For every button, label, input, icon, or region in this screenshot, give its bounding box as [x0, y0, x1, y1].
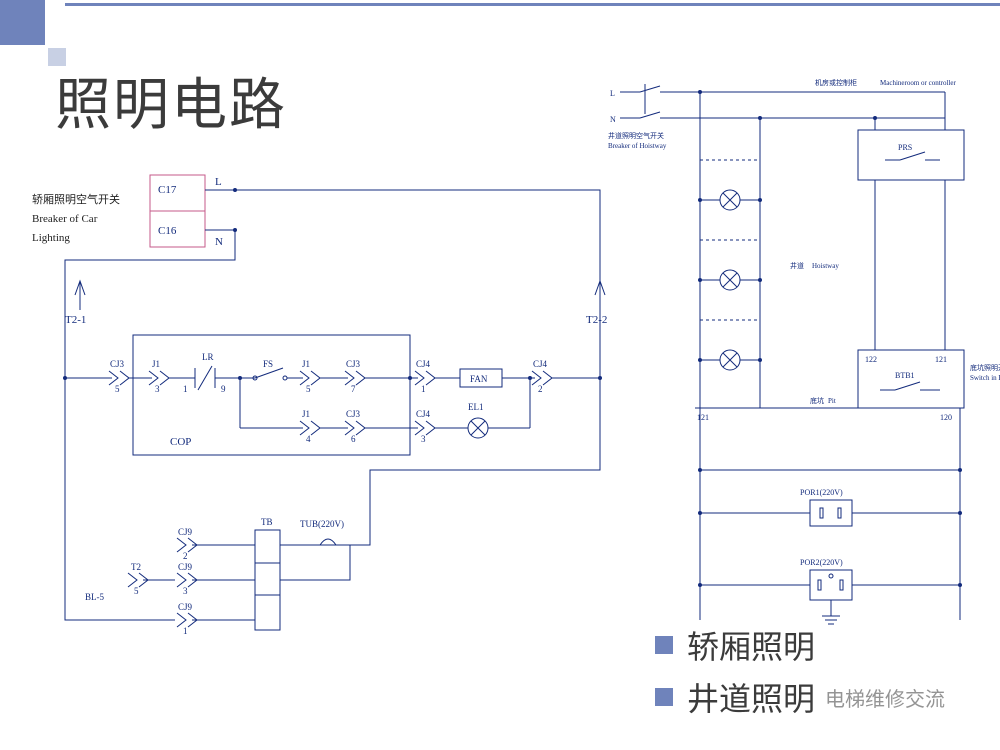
bullet-list: 轿厢照明 井道照明: [655, 616, 815, 720]
svg-text:CJ4: CJ4: [416, 359, 431, 369]
svg-text:122: 122: [865, 355, 877, 364]
svg-text:2: 2: [183, 551, 188, 561]
svg-text:1: 1: [183, 384, 188, 394]
svg-text:5: 5: [306, 384, 311, 394]
svg-text:CJ4: CJ4: [416, 409, 431, 419]
bullet-item: 轿厢照明: [687, 622, 815, 668]
svg-text:CJ3: CJ3: [110, 359, 125, 369]
svg-text:T2: T2: [131, 562, 141, 572]
svg-text:PRS: PRS: [898, 143, 912, 152]
svg-text:T2-2: T2-2: [586, 314, 607, 326]
svg-text:N: N: [610, 115, 616, 124]
breaker-label-en2: Lighting: [32, 232, 70, 244]
svg-text:EL1: EL1: [468, 402, 484, 412]
svg-text:6: 6: [351, 434, 356, 444]
svg-text:POR1(220V): POR1(220V): [800, 488, 843, 497]
svg-text:Hoistway: Hoistway: [812, 262, 839, 270]
svg-text:Switch in Pit: Switch in Pit: [970, 374, 1000, 382]
svg-text:CJ9: CJ9: [178, 602, 193, 612]
bullet-item: 井道照明: [687, 674, 815, 720]
svg-text:底坑照明开关: 底坑照明开关: [970, 363, 1000, 372]
svg-text:底坑: 底坑: [810, 396, 824, 405]
svg-text:CJ4: CJ4: [533, 359, 548, 369]
svg-text:1: 1: [183, 626, 188, 636]
svg-text:J1: J1: [302, 359, 310, 369]
svg-text:4: 4: [306, 434, 311, 444]
svg-text:121: 121: [935, 355, 947, 364]
svg-text:Pit: Pit: [828, 397, 836, 405]
svg-text:POR2(220V): POR2(220V): [800, 558, 843, 567]
svg-text:CJ9: CJ9: [178, 527, 193, 537]
svg-text:J1: J1: [302, 409, 310, 419]
svg-text:LR: LR: [202, 352, 214, 362]
svg-text:3: 3: [155, 384, 160, 394]
svg-text:TUB(220V): TUB(220V): [300, 519, 344, 529]
svg-text:1: 1: [421, 384, 426, 394]
svg-text:Breaker of Hoistway: Breaker of Hoistway: [608, 142, 667, 150]
bullet-square-icon: [655, 688, 673, 706]
breaker-label-cn: 轿厢照明空气开关: [32, 192, 120, 206]
svg-text:FS: FS: [263, 359, 273, 369]
hoistway-lighting-circuit: L N 井道照明空气开关 Breaker of Hoistway 机房或控制柜 …: [608, 78, 1000, 624]
car-lighting-circuit: C17 C16 L N 轿厢照明空气开关 Breaker of Car Ligh…: [32, 175, 607, 636]
svg-text:井道: 井道: [790, 261, 804, 270]
svg-text:BL-5: BL-5: [85, 592, 104, 602]
svg-text:5: 5: [115, 384, 120, 394]
svg-text:L: L: [610, 89, 615, 98]
bullet-square-icon: [655, 636, 673, 654]
svg-text:5: 5: [134, 586, 139, 596]
svg-text:C17: C17: [158, 184, 177, 196]
svg-text:BTB1: BTB1: [895, 371, 915, 380]
svg-text:FAN: FAN: [470, 374, 488, 384]
svg-text:3: 3: [421, 434, 426, 444]
svg-text:J1: J1: [152, 359, 160, 369]
svg-text:7: 7: [351, 384, 356, 394]
svg-text:2: 2: [538, 384, 543, 394]
svg-text:N: N: [215, 236, 223, 248]
svg-text:9: 9: [221, 384, 226, 394]
svg-text:COP: COP: [170, 436, 191, 448]
svg-text:Machineroom or controller: Machineroom or controller: [880, 79, 956, 87]
breaker-label-en1: Breaker of Car: [32, 213, 98, 225]
svg-text:T2-1: T2-1: [65, 314, 86, 326]
svg-text:L: L: [215, 176, 222, 188]
svg-text:TB: TB: [261, 517, 273, 527]
svg-text:CJ9: CJ9: [178, 562, 193, 572]
circuit-diagram: C17 C16 L N 轿厢照明空气开关 Breaker of Car Ligh…: [0, 0, 1000, 750]
svg-text:120: 120: [940, 413, 952, 422]
svg-text:井道照明空气开关: 井道照明空气开关: [608, 131, 664, 140]
svg-text:3: 3: [183, 586, 188, 596]
svg-text:C16: C16: [158, 225, 177, 237]
svg-text:CJ3: CJ3: [346, 359, 361, 369]
svg-text:机房或控制柜: 机房或控制柜: [815, 78, 857, 87]
svg-text:121: 121: [697, 413, 709, 422]
svg-text:CJ3: CJ3: [346, 409, 361, 419]
